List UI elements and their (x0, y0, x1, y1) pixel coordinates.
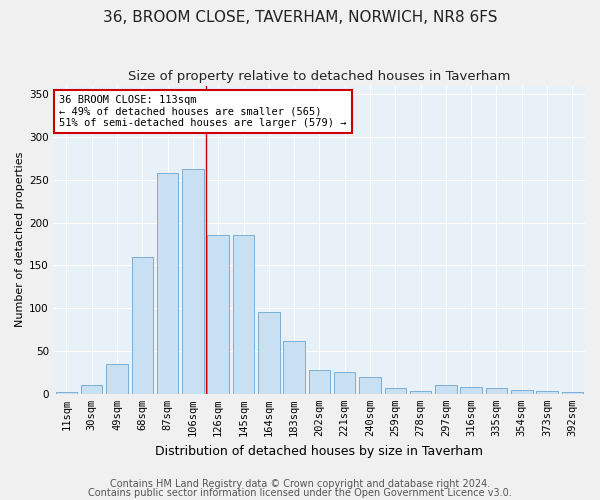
Bar (536, 391, 558, 394)
Bar (410, 391, 431, 394)
Bar (486, 388, 507, 394)
Text: Contains public sector information licensed under the Open Government Licence v3: Contains public sector information licen… (88, 488, 512, 498)
X-axis label: Distribution of detached houses by size in Taverham: Distribution of detached houses by size … (155, 444, 484, 458)
Bar (106, 364, 128, 394)
Bar (131, 257, 153, 394)
Bar (208, 236, 229, 394)
Bar (233, 236, 254, 394)
Bar (460, 387, 482, 394)
Bar (334, 372, 355, 394)
Bar (562, 392, 583, 394)
Bar (81, 385, 103, 394)
Text: 36 BROOM CLOSE: 113sqm
← 49% of detached houses are smaller (565)
51% of semi-de: 36 BROOM CLOSE: 113sqm ← 49% of detached… (59, 95, 347, 128)
Bar (182, 168, 203, 394)
Bar (359, 376, 381, 394)
Text: Contains HM Land Registry data © Crown copyright and database right 2024.: Contains HM Land Registry data © Crown c… (110, 479, 490, 489)
Bar (385, 388, 406, 394)
Bar (308, 370, 330, 394)
Title: Size of property relative to detached houses in Taverham: Size of property relative to detached ho… (128, 70, 511, 83)
Bar (511, 390, 533, 394)
Bar (435, 385, 457, 394)
Bar (283, 340, 305, 394)
Y-axis label: Number of detached properties: Number of detached properties (15, 152, 25, 328)
Bar (258, 312, 280, 394)
Bar (56, 392, 77, 394)
Bar (157, 173, 178, 394)
Text: 36, BROOM CLOSE, TAVERHAM, NORWICH, NR8 6FS: 36, BROOM CLOSE, TAVERHAM, NORWICH, NR8 … (103, 10, 497, 25)
